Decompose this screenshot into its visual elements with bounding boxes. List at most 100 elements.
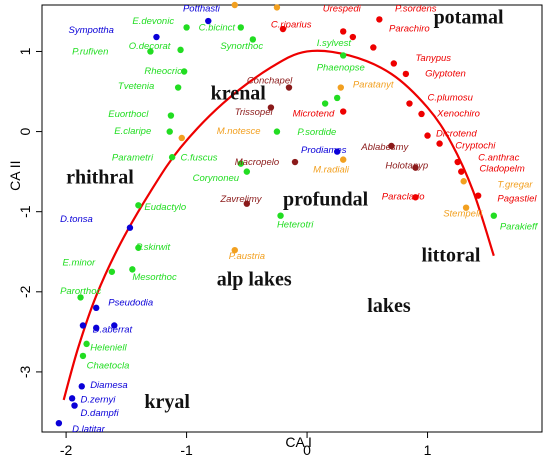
data-point: [108, 268, 116, 275]
point-label: T.gregar: [497, 180, 533, 191]
point-label: D.aberrat: [93, 325, 133, 336]
point-label: Tvetenia: [118, 81, 154, 92]
point-label: Cladopelm: [479, 164, 524, 175]
point-label: P.austria: [229, 251, 265, 262]
point-label: Glyptoten: [425, 68, 466, 79]
point-label: D.tonsa: [60, 214, 93, 225]
point-label: Heleniell: [90, 342, 127, 353]
point-label: O.decorat: [129, 41, 171, 52]
x-tick-label: -2: [60, 442, 73, 458]
region-label: lakes: [367, 295, 411, 317]
point-label: C.anthrac: [478, 152, 519, 163]
data-point: [79, 322, 87, 329]
x-tick-label: 0: [303, 442, 311, 458]
data-point: [71, 402, 78, 409]
axes-frame: -2 -1 0 1 -3 -2 -1 0 1: [17, 4, 543, 458]
data-point: [273, 128, 281, 135]
data-point: [249, 36, 257, 43]
point-label: Eudactylo: [144, 202, 186, 213]
region-labels: potamal krenal rhithral profundal littoral al…: [66, 6, 504, 413]
data-point: [147, 48, 154, 55]
point-label: I.sylvest: [317, 38, 352, 49]
point-label: C.riparius: [271, 19, 312, 30]
point-labels: D.latitar D.dampfi D.zernyi Diamesa Chaetocl…: [60, 3, 539, 435]
data-point: [462, 204, 470, 211]
data-point: [474, 192, 482, 199]
data-point: [388, 142, 395, 150]
point-label: Trissopel: [235, 107, 274, 118]
data-point: [291, 158, 299, 166]
data-point: [390, 60, 398, 67]
region-label: alp lakes: [217, 268, 292, 290]
data-point: [340, 28, 347, 35]
point-label: E.devonic: [132, 16, 174, 27]
point-label: C.fuscus: [181, 152, 218, 163]
region-label: kryal: [144, 391, 190, 413]
data-points: [55, 1, 498, 427]
point-label: Prodiames: [301, 145, 347, 156]
y-tick-label: -3: [17, 365, 33, 378]
data-point: [78, 383, 85, 390]
point-label: Pseudodia: [108, 297, 153, 308]
data-point: [490, 212, 498, 219]
point-label: M.notesce: [217, 126, 261, 137]
point-label: Heterotri: [277, 220, 314, 231]
region-label: littoral: [422, 244, 481, 266]
y-tick-label: 1: [17, 47, 33, 55]
data-point: [126, 224, 134, 231]
data-point: [340, 52, 347, 59]
data-point: [370, 44, 377, 51]
data-point: [168, 154, 176, 161]
point-label: Stempelli: [443, 208, 483, 219]
y-axis-title: CA II: [7, 160, 23, 190]
data-point: [180, 68, 188, 75]
x-tick-label: 1: [424, 442, 432, 458]
region-label: profundal: [283, 188, 369, 210]
point-label: Xenochiro: [436, 108, 480, 119]
point-label: E.claripe: [114, 126, 151, 137]
point-label: Rheocrico: [144, 66, 187, 77]
point-label: P.rufiven: [72, 47, 108, 58]
data-point: [267, 104, 275, 111]
data-point: [77, 294, 84, 301]
region-label: krenal: [211, 83, 267, 105]
region-label: rhithral: [66, 167, 134, 189]
data-point: [406, 100, 413, 107]
data-point: [183, 24, 190, 31]
data-point: [166, 128, 173, 135]
point-label: Parametri: [112, 152, 154, 163]
data-point: [340, 108, 347, 115]
point-label: Corynoneu: [193, 173, 240, 184]
data-point: [412, 164, 419, 171]
point-label: Potthasti: [183, 3, 221, 14]
data-point: [285, 84, 293, 91]
data-point: [231, 1, 238, 9]
point-label: P.sordens: [395, 3, 437, 14]
data-point: [337, 84, 344, 91]
point-label: Holotanyp: [385, 160, 428, 171]
data-point: [129, 266, 136, 273]
data-point: [174, 84, 182, 91]
y-tick-label: -2: [17, 285, 33, 298]
point-label: Urespedi: [323, 3, 362, 14]
point-label: D.zernyi: [81, 394, 117, 405]
data-point: [68, 395, 76, 402]
data-point: [454, 158, 461, 166]
data-point: [205, 17, 212, 25]
point-label: Cryptochi: [455, 140, 496, 151]
data-point: [376, 16, 383, 23]
data-point: [349, 33, 357, 41]
data-point: [237, 160, 244, 167]
data-point: [177, 46, 184, 54]
point-label: Parakieff: [500, 221, 539, 232]
data-point: [412, 194, 419, 201]
data-point: [79, 352, 87, 360]
data-point: [237, 24, 244, 31]
point-label: Paraclado: [382, 192, 425, 203]
point-label: Conchapel: [247, 76, 293, 87]
data-point: [93, 304, 100, 312]
point-label: M.radiali: [313, 164, 350, 175]
data-point: [402, 70, 410, 78]
trend-curve: [62, 49, 495, 401]
